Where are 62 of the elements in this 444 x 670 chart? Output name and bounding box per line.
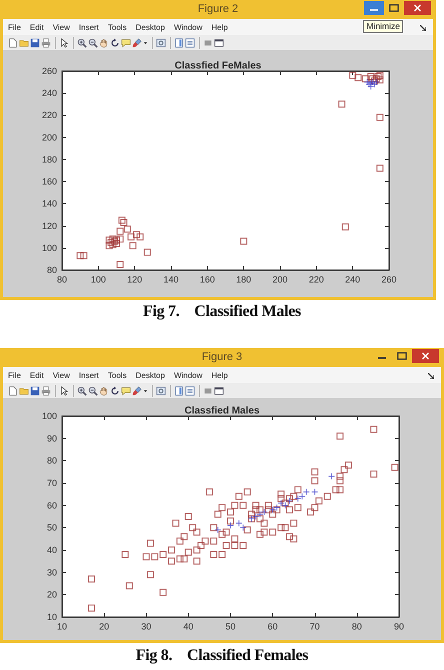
y-tick-label: 160: [42, 176, 57, 187]
text: View: [52, 370, 70, 380]
y-tick-label: 40: [46, 545, 57, 555]
y-tick-label: 30: [46, 567, 57, 578]
y-tick-label: 140: [42, 198, 57, 209]
text: Tools: [108, 370, 127, 380]
text: Desktop: [136, 370, 165, 380]
x-tick-label: 60: [268, 622, 278, 632]
caption: Figure 2: [196, 3, 240, 15]
text: Minimize: [363, 20, 403, 33]
text: File: [8, 370, 21, 380]
x-tick-label: 100: [90, 274, 106, 284]
text: Desktop: [136, 22, 165, 32]
text: Insert: [78, 22, 99, 32]
y-tick-label: 220: [42, 110, 57, 120]
y-tick-label: 240: [42, 88, 57, 98]
text: Help: [211, 370, 228, 380]
chart-title: Classfied FeMales: [174, 60, 262, 72]
x-tick-label: 140: [163, 274, 179, 284]
x-tick-label: 120: [127, 274, 142, 284]
y-tick-label: 10: [46, 612, 57, 622]
x-tick-label: 90: [394, 622, 404, 632]
text: Edit: [30, 370, 44, 380]
text: Window: [174, 22, 202, 32]
y-tick-label: 100: [42, 242, 57, 253]
y-tick-label: 80: [46, 456, 57, 466]
x-tick-label: 240: [345, 274, 360, 284]
x-tick-label: 260: [381, 274, 397, 284]
text: File: [8, 22, 21, 32]
y-tick-label: 260: [42, 66, 57, 76]
x-tick-label: 40: [183, 622, 194, 632]
chart-title: Classfied Males: [184, 406, 260, 416]
text: Edit: [30, 22, 44, 32]
x-tick-label: 220: [308, 274, 324, 284]
x-tick-label: 70: [310, 622, 320, 632]
x-tick-label: 50: [225, 622, 236, 632]
x-tick-label: 80: [352, 622, 362, 632]
x-tick-label: 30: [141, 622, 152, 632]
y-tick-label: 60: [46, 500, 57, 510]
y-tick-label: 120: [42, 220, 57, 231]
y-tick-label: 90: [46, 433, 57, 444]
text: Tools: [108, 22, 127, 32]
x-tick-label: 200: [272, 274, 288, 284]
caption: Figure 3: [200, 351, 244, 363]
x-tick-label: 80: [56, 274, 68, 284]
text: Window: [174, 370, 202, 380]
y-tick-label: 20: [46, 590, 57, 600]
y-tick-label: 200: [42, 132, 57, 142]
text: Help: [211, 22, 228, 32]
y-tick-label: 80: [46, 265, 57, 275]
caption: Fig 8. Classified Females: [134, 647, 310, 665]
text: Insert: [78, 370, 99, 380]
text: View: [52, 22, 70, 32]
x-tick-label: 10: [56, 622, 68, 632]
caption: Fig 7. Classified Males: [142, 303, 302, 321]
y-tick-label: 70: [46, 478, 57, 488]
y-tick-label: 100: [42, 411, 57, 421]
x-tick-label: 160: [200, 274, 215, 284]
x-tick-label: 20: [99, 622, 110, 632]
x-tick-label: 180: [236, 274, 252, 284]
y-tick-label: 50: [46, 522, 57, 533]
y-tick-label: 180: [42, 154, 57, 164]
